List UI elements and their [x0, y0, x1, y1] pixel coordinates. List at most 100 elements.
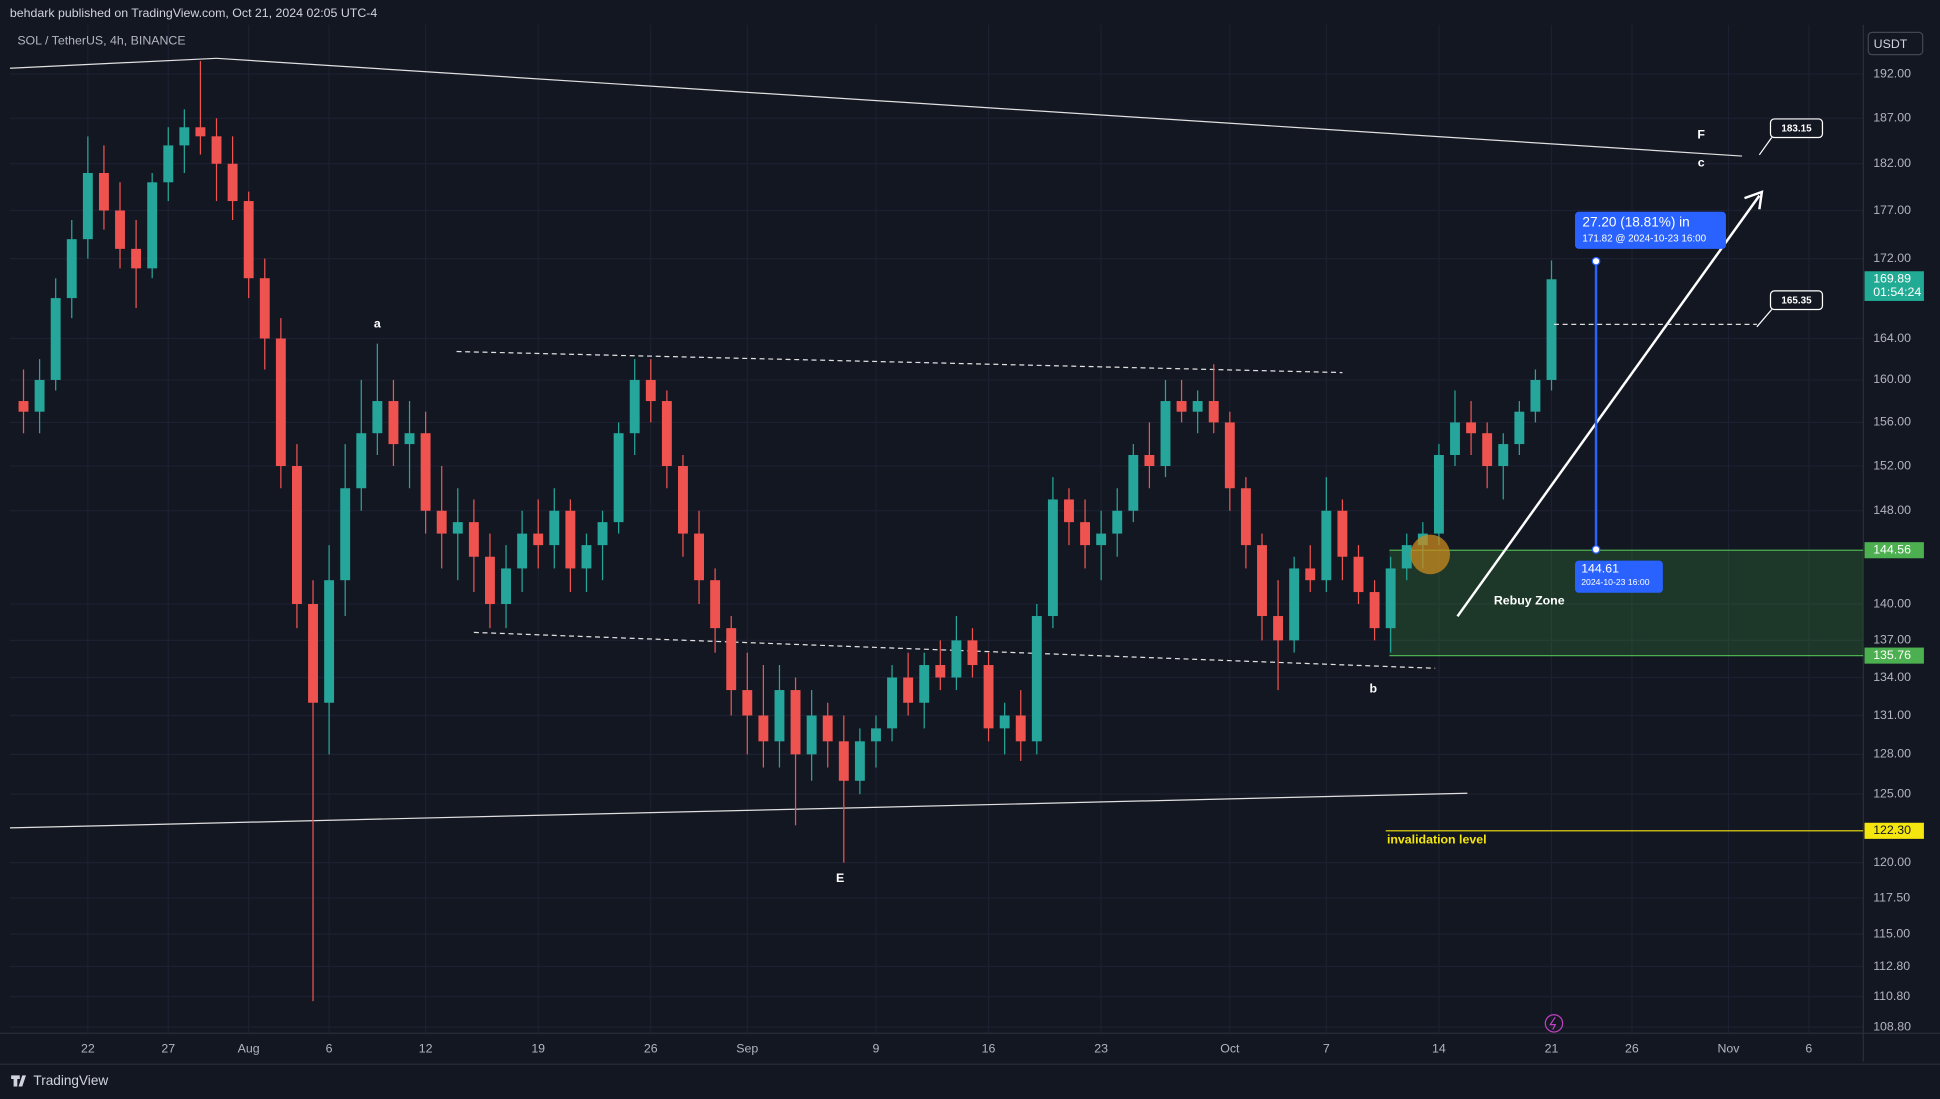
candle-body [1176, 401, 1187, 412]
candle-body [50, 298, 61, 380]
candle-body [18, 401, 29, 412]
candle-body [259, 278, 270, 339]
candle-body [452, 522, 463, 534]
wave-label: E [836, 871, 844, 885]
candle-body [1128, 455, 1139, 511]
measure-point [1591, 545, 1601, 554]
candle-body [485, 556, 495, 605]
price-label: 144.56 [1873, 542, 1911, 556]
candle-body [1240, 488, 1251, 546]
candle-body [1096, 533, 1107, 546]
projection-arrow [1456, 194, 1761, 618]
price-label-box [1864, 542, 1924, 559]
callout-box [1769, 118, 1824, 139]
y-tick-label: 187.00 [1873, 111, 1911, 125]
currency-box [1867, 31, 1924, 56]
candle-body [1080, 522, 1091, 546]
candle-body [98, 172, 109, 211]
candle-body [1353, 556, 1364, 593]
measure-subtext: 2024-10-23 16:00 [1581, 577, 1650, 587]
candle-body [1289, 568, 1300, 641]
price-label-box [1864, 822, 1924, 839]
candle-body [275, 338, 286, 467]
candle-body [581, 545, 592, 569]
candle-body [468, 522, 479, 557]
invalidation-label: invalidation level [1387, 833, 1487, 847]
y-tick-label: 112.80 [1873, 959, 1910, 973]
candle-body [420, 433, 431, 511]
y-tick-label: 117.50 [1873, 890, 1910, 904]
candle-body [34, 379, 45, 412]
candle-body [1321, 510, 1332, 581]
currency: USDT [1874, 37, 1908, 51]
candle-body [243, 201, 254, 279]
callout-pointer [1758, 137, 1773, 156]
candle-body [1401, 545, 1412, 569]
candle-body [854, 741, 865, 781]
candle-body [951, 640, 962, 678]
price-label: 135.76 [1873, 648, 1911, 662]
y-tick-label: 152.00 [1873, 458, 1911, 472]
candle-body [388, 401, 399, 445]
candle-body [308, 604, 318, 703]
candle-body [533, 533, 544, 546]
candle-body [1546, 279, 1557, 380]
candle-body [1498, 444, 1509, 467]
candle-body [887, 677, 898, 729]
dashed-line [456, 350, 1343, 374]
candle-body [1305, 568, 1316, 581]
wave-label: c [1698, 156, 1705, 170]
candle-body [678, 466, 688, 534]
trendline [9, 57, 217, 69]
candle-body [404, 433, 415, 445]
x-tick-label: 26 [644, 1042, 658, 1056]
candle-body [1482, 433, 1493, 467]
highlight-circle [1410, 534, 1451, 575]
x-tick-label: Aug [238, 1042, 260, 1056]
measure-text: 144.61 [1581, 562, 1619, 576]
y-tick-label: 108.80 [1873, 1019, 1911, 1033]
candle-body [742, 690, 753, 716]
candle-body [565, 510, 576, 569]
candle-body [147, 182, 158, 269]
candle-body [726, 628, 737, 691]
candle-body [356, 433, 367, 489]
candle-body [710, 580, 721, 629]
y-tick-label: 148.00 [1873, 503, 1911, 517]
y-tick-label: 110.80 [1873, 989, 1910, 1003]
trendline [9, 792, 1468, 829]
x-tick-label: Sep [736, 1042, 758, 1056]
candle-body [227, 163, 238, 202]
candle-body [806, 715, 817, 755]
axes: 192.00 187.00 182.00 177.00 172.00 164.00 160.… [81, 66, 1924, 1056]
candle-body [1192, 401, 1203, 412]
y-tick-label: 182.00 [1873, 156, 1911, 170]
x-tick-label: 7 [1323, 1042, 1330, 1056]
measure-subtext: 171.82 @ 2024-10-23 16:00 [1582, 234, 1706, 245]
zone-label: Rebuy Zone [1494, 594, 1565, 608]
callout-text: 183.15 [1781, 123, 1812, 134]
candle-body [163, 145, 174, 183]
chart-title: SOL / TetherUS, 4h, BINANCE [17, 33, 185, 47]
event-icon[interactable] [1544, 1014, 1564, 1033]
logo [11, 1075, 26, 1087]
candle-body [597, 522, 608, 546]
candle-body [919, 665, 930, 703]
annotations: 27.20 (18.81%) in 171.82 @ 2024-10-23 16… [374, 118, 1824, 1033]
candle-body [1015, 715, 1026, 742]
candle-body [1064, 499, 1074, 523]
x-tick-label: 26 [1625, 1042, 1639, 1056]
x-tick-label: 14 [1432, 1042, 1446, 1056]
candle-body [758, 715, 769, 742]
arrow-head [1744, 190, 1764, 210]
y-tick-label: 120.00 [1873, 855, 1911, 869]
y-tick-label: 177.00 [1873, 203, 1911, 217]
candle-body [1273, 616, 1284, 641]
candle-body [195, 127, 206, 137]
candle-body [324, 580, 335, 703]
candles [18, 60, 1557, 1002]
candle-body [1031, 616, 1042, 742]
candle-body [613, 433, 624, 523]
